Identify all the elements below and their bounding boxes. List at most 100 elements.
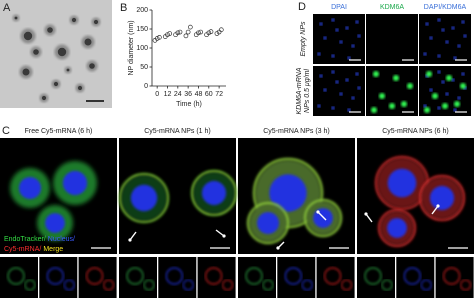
- data-point: [157, 35, 162, 40]
- data-point: [198, 29, 204, 35]
- channel-image: [119, 257, 157, 298]
- nucleus: [387, 218, 407, 238]
- arrow-head: [436, 204, 440, 208]
- stain: [446, 75, 452, 81]
- x-tick-label: 36: [184, 91, 192, 98]
- legend-item: Nucleus/: [48, 236, 75, 243]
- channel-image: [39, 257, 78, 298]
- stain: [401, 101, 407, 107]
- microscopy-image: [366, 14, 418, 64]
- particle-core: [71, 17, 77, 23]
- nucleus: [437, 70, 441, 74]
- stain: [454, 101, 460, 107]
- stain: [407, 83, 413, 89]
- column-header: DPAI: [331, 4, 347, 11]
- nucleus: [19, 177, 41, 199]
- nucleus: [201, 180, 227, 206]
- channel-cell: [205, 267, 223, 285]
- x-axis-label: Time (h): [176, 101, 202, 108]
- particle-core: [14, 16, 18, 20]
- channel-cell: [126, 267, 144, 285]
- nucleus: [457, 96, 461, 100]
- stain: [371, 107, 377, 113]
- membrane: [191, 170, 237, 216]
- membrane: [247, 202, 289, 244]
- nucleus: [437, 54, 441, 58]
- particle-core: [22, 68, 30, 76]
- panel-title: Cy5-mRNA NPs (6 h): [382, 128, 449, 135]
- channel-image: [197, 257, 236, 298]
- arrow-head: [222, 234, 226, 238]
- channel-cell: [324, 267, 342, 285]
- arrow-head: [316, 210, 320, 214]
- nucleus: [429, 36, 433, 40]
- arrow: [431, 205, 439, 215]
- panel-label: C: [2, 125, 10, 137]
- nucleus: [351, 44, 355, 48]
- legend-item: EndoTracker/: [4, 236, 46, 243]
- arrow-head: [276, 246, 280, 250]
- y-axis-label: NP diameter (nm): [128, 20, 135, 75]
- nucleus: [441, 28, 445, 32]
- nucleus: [257, 212, 279, 234]
- channel-cell: [381, 279, 393, 291]
- channel-cell: [63, 279, 75, 291]
- nucleus: [323, 88, 327, 92]
- channel-cell: [341, 279, 353, 291]
- nucleus: [62, 170, 88, 196]
- stain: [424, 107, 430, 113]
- x-tick-label: 24: [174, 91, 182, 98]
- channel-image: [158, 257, 197, 298]
- nucleus: [451, 78, 455, 82]
- x-tick-label: 72: [215, 91, 223, 98]
- nucleus: [345, 26, 349, 30]
- legend-item: Cy5-mRNA/: [4, 246, 41, 253]
- channel-cell: [103, 279, 115, 291]
- membrane: [419, 175, 465, 221]
- y-tick-label: 50: [140, 64, 148, 71]
- x-tick-label: 0: [155, 91, 159, 98]
- nucleus: [461, 72, 465, 76]
- channel-cell: [364, 267, 382, 285]
- data-point: [183, 33, 189, 39]
- arrow: [215, 229, 225, 237]
- nucleus: [387, 168, 417, 198]
- y-tick-label: 150: [136, 26, 148, 33]
- panel-label: D: [298, 1, 306, 13]
- nucleus: [335, 28, 339, 32]
- channel-image: [238, 257, 276, 298]
- arrow: [365, 213, 373, 223]
- particle-core: [41, 95, 47, 101]
- row-label: KDM6A-mRNA: [296, 67, 303, 114]
- data-point: [165, 32, 170, 38]
- nucleus: [357, 34, 361, 38]
- channel-cell: [262, 279, 274, 291]
- panel-title: Free Cy5-mRNA (6 h): [25, 128, 93, 135]
- channel-image: [396, 257, 435, 298]
- channel-cell: [284, 267, 302, 285]
- data-point: [208, 29, 214, 35]
- nucleus: [423, 52, 427, 56]
- channel-cell: [420, 279, 432, 291]
- particle-core: [57, 47, 67, 57]
- nucleus: [269, 174, 307, 212]
- nucleus: [347, 56, 351, 60]
- data-point: [187, 24, 193, 30]
- nucleus: [355, 72, 359, 76]
- column-header: KDM6A: [380, 4, 404, 11]
- stain: [373, 71, 379, 77]
- panel-label: B: [120, 2, 127, 14]
- nucleus: [355, 20, 359, 24]
- data-point: [185, 29, 191, 35]
- nucleus: [130, 184, 158, 212]
- data-point: [167, 31, 173, 36]
- stain: [460, 83, 466, 89]
- nucleus: [441, 80, 445, 84]
- nucleus: [351, 96, 355, 100]
- data-point: [196, 30, 201, 36]
- legend: EndoTracker/Nucleus/Cy5-mRNA/Merge: [4, 236, 75, 253]
- row-label: Empty NPs: [300, 21, 307, 57]
- nucleus: [445, 92, 449, 96]
- nucleus: [317, 52, 321, 56]
- column-header: DAPI/KDM6A: [424, 4, 467, 11]
